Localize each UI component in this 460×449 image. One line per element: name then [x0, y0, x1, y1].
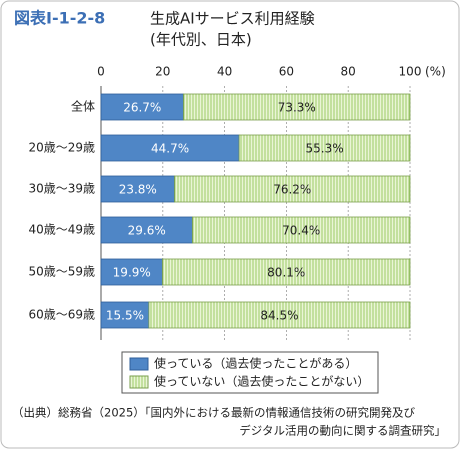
value-label: 15.5% [106, 309, 144, 323]
x-tick-label: 60 [279, 65, 294, 79]
legend-swatch [129, 375, 149, 389]
bar-segment [174, 175, 411, 203]
value-label: 84.5% [260, 309, 298, 323]
legend-box [121, 351, 379, 394]
chart-title: 生成AIサービス利用経験 [150, 10, 315, 28]
legend-label: 使っていない（過去使ったことがない） [154, 374, 369, 389]
x-tick-label: 80 [341, 65, 356, 79]
value-label: 19.9% [113, 266, 151, 280]
value-label: 29.6% [128, 224, 166, 238]
x-unit: (%) [425, 65, 446, 79]
y-tick-label: 全体 [71, 99, 95, 114]
x-tick-label: 40 [217, 65, 232, 79]
y-tick-label: 40歳～49歳 [28, 223, 95, 237]
bar-segment [148, 301, 411, 329]
bar-segment [183, 93, 411, 121]
y-tick-label: 60歳～69歳 [28, 308, 95, 322]
x-tick-label: 0 [97, 65, 105, 79]
y-tick-label: 20歳～29歳 [28, 141, 95, 155]
x-tick-label: 20 [155, 65, 170, 79]
legend-swatch [129, 357, 149, 371]
value-label: 55.3% [305, 142, 343, 156]
bar-segment [100, 93, 184, 121]
bar-segment [238, 134, 411, 162]
value-label: 23.8% [119, 183, 157, 197]
bar-segment [100, 258, 163, 286]
bar-segment [100, 134, 240, 162]
source-note: （出典）総務省（2025）「国内外における最新の情報通信技術の研究開発及び [12, 406, 416, 420]
value-label: 73.3% [278, 101, 316, 115]
value-label: 80.1% [267, 266, 305, 280]
source-note: デジタル活用の動向に関する調査研究」 [239, 424, 446, 438]
value-label: 70.4% [282, 224, 320, 238]
x-tick-label: 100 [399, 65, 422, 79]
figure-label: 図表Ⅰ-1-2-8 [14, 9, 105, 28]
chart-subtitle: (年代別、日本) [150, 31, 252, 49]
legend-label: 使っている（過去使ったことがある） [154, 356, 357, 371]
value-label: 26.7% [123, 101, 161, 115]
bar-segment [192, 216, 411, 244]
bar-segment [162, 258, 411, 286]
value-label: 76.2% [273, 183, 311, 197]
bar-segment [100, 301, 150, 329]
y-tick-label: 50歳～59歳 [28, 265, 95, 279]
y-tick-label: 30歳～39歳 [28, 182, 95, 196]
value-label: 44.7% [151, 142, 189, 156]
